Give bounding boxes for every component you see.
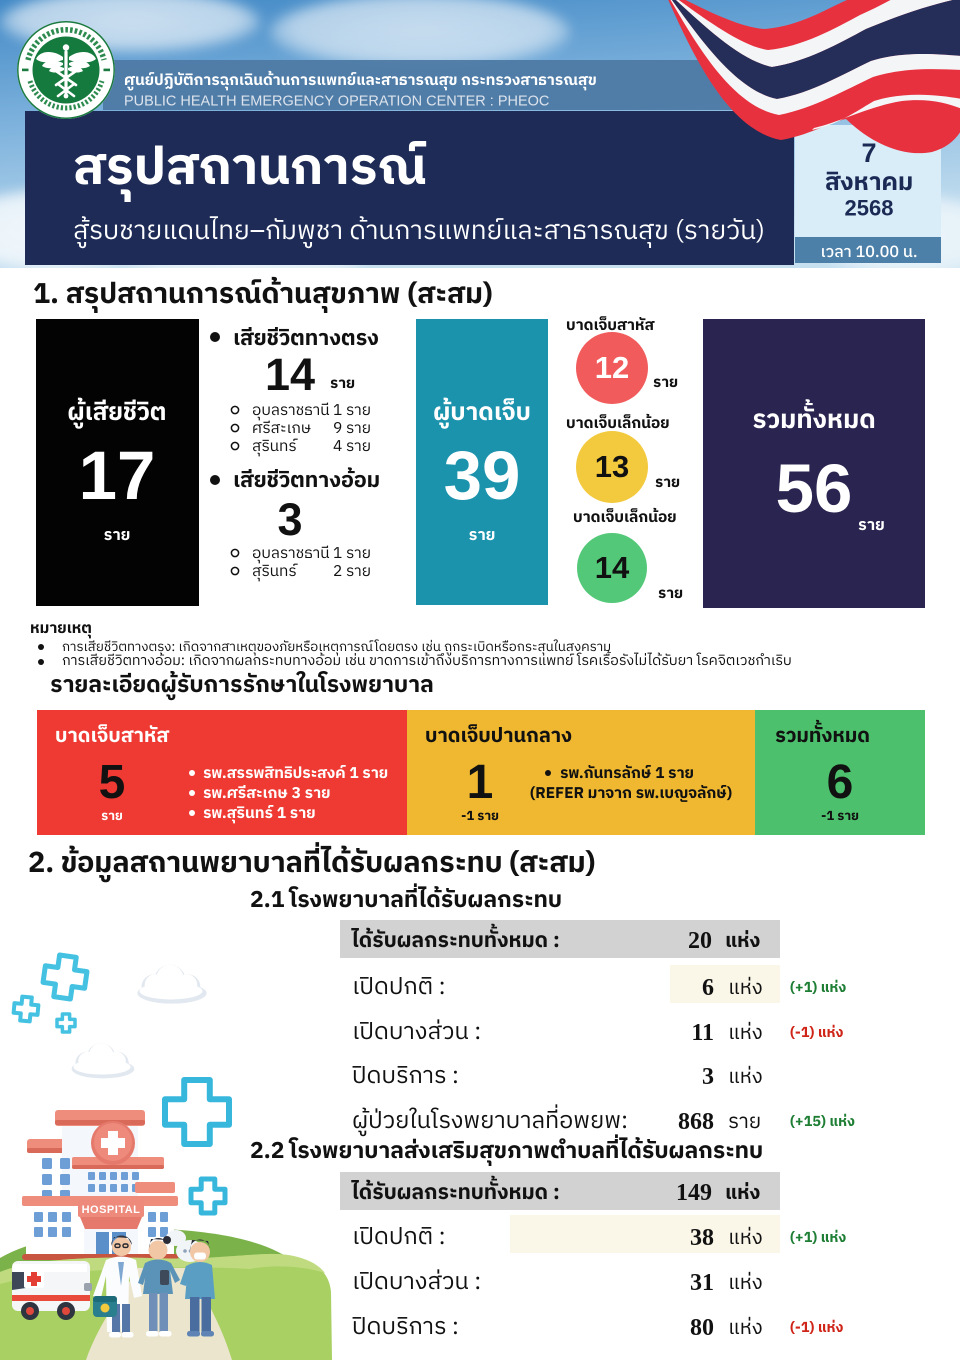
svg-text:14: 14 bbox=[265, 349, 315, 400]
svg-text:31: 31 bbox=[690, 1270, 714, 1296]
svg-text:56: 56 bbox=[776, 450, 853, 527]
svg-text:3: 3 bbox=[702, 1064, 714, 1090]
svg-text:868: 868 bbox=[678, 1109, 714, 1135]
svg-text:17: 17 bbox=[79, 437, 156, 514]
svg-text:2568: 2568 bbox=[845, 196, 894, 221]
svg-text:39: 39 bbox=[444, 437, 521, 514]
svg-text:1: 1 bbox=[467, 756, 494, 809]
svg-text:80: 80 bbox=[690, 1315, 714, 1341]
svg-text:20: 20 bbox=[688, 928, 712, 954]
svg-text:38: 38 bbox=[690, 1225, 714, 1251]
svg-text:PUBLIC HEALTH EMERGENCY OPERAT: PUBLIC HEALTH EMERGENCY OPERATION CENTER… bbox=[124, 94, 549, 110]
svg-text:13: 13 bbox=[595, 449, 629, 484]
svg-text:149: 149 bbox=[676, 1180, 712, 1206]
svg-text:6: 6 bbox=[702, 975, 714, 1001]
svg-text:7: 7 bbox=[861, 138, 876, 168]
svg-text:11: 11 bbox=[691, 1020, 714, 1046]
svg-text:3: 3 bbox=[277, 494, 302, 545]
svg-text:6: 6 bbox=[827, 756, 854, 809]
svg-text:5: 5 bbox=[99, 756, 126, 809]
svg-text:HOSPITAL: HOSPITAL bbox=[82, 1204, 141, 1216]
svg-text:12: 12 bbox=[595, 350, 629, 385]
svg-text:14: 14 bbox=[595, 550, 630, 585]
